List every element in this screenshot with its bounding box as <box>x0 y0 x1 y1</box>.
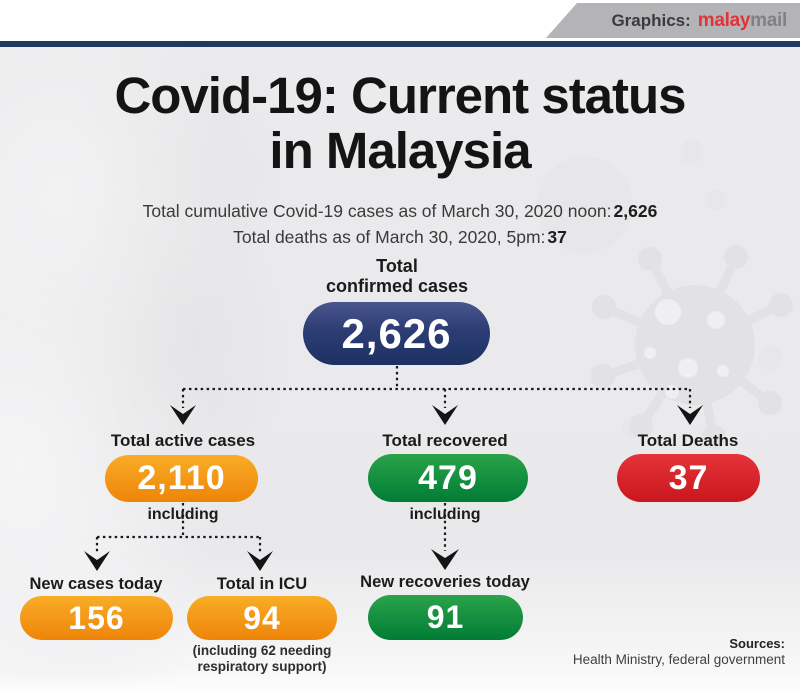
background-photo <box>0 47 320 687</box>
icu-value: 94 <box>243 599 281 636</box>
active-label: Total active cases <box>110 431 256 450</box>
active-pill: 2,110 <box>105 455 258 502</box>
brand-name-gray: mail <box>750 9 787 31</box>
including-mid-label: including <box>409 506 481 523</box>
new-recoveries-value: 91 <box>426 599 465 635</box>
recovered-label: Total recovered <box>382 431 508 450</box>
sources-text: Health Ministry, federal government <box>572 652 785 667</box>
summary-line-2: Total deaths as of March 30, 2020, 5pm: 3… <box>233 227 567 247</box>
confirmed-label: Total confirmed cases <box>325 256 469 296</box>
new-cases-pill: 156 <box>20 596 173 640</box>
bottom-fade <box>0 673 800 693</box>
summary-value-1: 2,626 <box>613 201 658 221</box>
brand-name-red: malay <box>697 9 751 31</box>
summary-text: Total cumulative Covid-19 cases as of Ma… <box>0 198 800 250</box>
new-recoveries-label: New recoveries today <box>360 573 530 591</box>
title-line-1: Covid-19: Current status <box>114 67 686 124</box>
icu-label: Total in ICU <box>216 575 308 593</box>
confirmed-pill: 2,626 <box>303 302 490 365</box>
new-recoveries-pill: 91 <box>368 595 523 640</box>
including-left-label: including <box>147 506 219 523</box>
new-cases-value: 156 <box>68 599 125 636</box>
deaths-value: 37 <box>668 458 709 497</box>
confirmed-value: 2,626 <box>341 309 452 357</box>
divider-bar <box>0 41 800 47</box>
brand-prefix: Graphics: <box>611 10 691 30</box>
sources-label: Sources: <box>729 636 785 651</box>
summary-value-2: 37 <box>547 227 567 247</box>
new-cases-label: New cases today <box>29 575 163 593</box>
sources: Sources: Health Ministry, federal govern… <box>573 636 785 668</box>
deaths-pill: 37 <box>617 454 760 502</box>
brand-badge: Graphics: malay mail <box>546 3 800 38</box>
title-line-2: in Malaysia <box>269 122 531 179</box>
active-value: 2,110 <box>137 459 226 497</box>
icu-pill: 94 <box>187 596 337 640</box>
recovered-value: 479 <box>418 458 478 497</box>
deaths-label: Total Deaths <box>637 431 739 450</box>
icu-note: (including 62 needing respiratory suppor… <box>192 643 332 674</box>
summary-line-1: Total cumulative Covid-19 cases as of Ma… <box>142 201 658 221</box>
page-title: Covid-19: Current status in Malaysia <box>0 68 800 178</box>
recovered-pill: 479 <box>368 454 528 502</box>
